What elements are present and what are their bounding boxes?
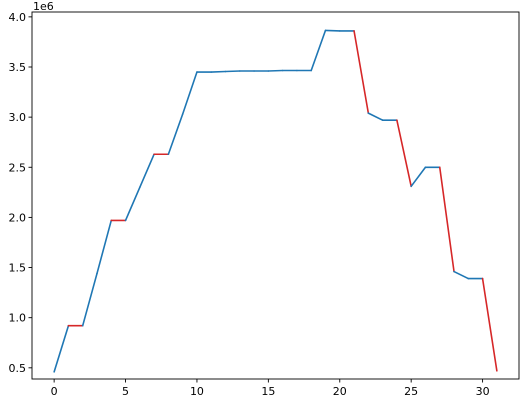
x-tick-label-5: 25 — [404, 385, 418, 398]
line-segment-6 — [139, 153, 155, 189]
line-segment-18 — [310, 29, 327, 72]
x-tick-label-4: 20 — [333, 385, 347, 398]
line-segment-5 — [124, 186, 141, 222]
y-tick-label-0: 0.5 — [9, 362, 27, 375]
y-tick-label-1: 1.0 — [9, 312, 27, 325]
line-segment-9 — [181, 71, 198, 115]
x-tick-label-6: 30 — [476, 385, 490, 398]
line-segment-2 — [81, 272, 98, 327]
y-tick-label-6: 3.5 — [9, 61, 27, 74]
line-segment-21 — [353, 30, 370, 114]
line-segment-12 — [224, 70, 241, 73]
line-segment-0 — [53, 324, 70, 373]
y-tick-label-3: 2.0 — [9, 211, 27, 224]
x-tick-label-3: 15 — [261, 385, 275, 398]
line-segment-19 — [324, 29, 341, 32]
x-tick-label-1: 5 — [122, 385, 129, 398]
y-tick-label-2: 1.5 — [9, 262, 27, 275]
line-segment-28 — [453, 270, 470, 280]
line-segment-25 — [410, 166, 427, 188]
line-segment-24 — [396, 119, 412, 188]
axes-layer: 0 5 10 15 20 25 30 0.5 1.0 1.5 2.0 2.5 3.0 3.5 4.0 — [9, 11, 520, 398]
line-segment-22 — [367, 112, 384, 121]
line-segment-27 — [438, 166, 455, 273]
series-layer — [53, 29, 498, 373]
plot-frame — [31, 11, 520, 380]
line-segment-3 — [96, 219, 113, 275]
line-segment-8 — [167, 113, 184, 156]
line-segment-11 — [210, 70, 227, 73]
y-offset-label: 1e6 — [33, 0, 54, 13]
line-segment-15 — [267, 69, 284, 72]
y-tick-label-4: 2.5 — [9, 161, 27, 174]
y-tick-label-5: 3.0 — [9, 111, 27, 124]
x-tick-label-0: 0 — [51, 385, 58, 398]
x-tick-label-2: 10 — [190, 385, 204, 398]
y-tick-label-7: 4.0 — [9, 11, 27, 24]
line-segment-30 — [481, 277, 498, 372]
